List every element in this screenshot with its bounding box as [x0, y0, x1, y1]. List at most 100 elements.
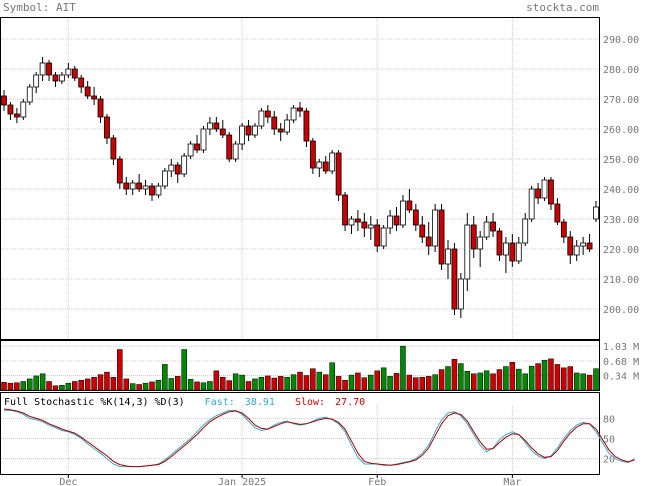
candle-body: [573, 245, 580, 256]
stochastic-lines: [3, 408, 635, 468]
stochastic-tick-label: 80: [603, 414, 615, 425]
candle-body: [271, 116, 278, 130]
candle-body: [207, 122, 213, 130]
volume-bar: [432, 374, 438, 391]
candle-body: [541, 179, 548, 199]
candle-body: [200, 128, 207, 151]
candle-body: [367, 224, 374, 229]
volume-axis: 1.03 M 0.68 M 0.34 M: [603, 342, 639, 382]
candle-body: [232, 143, 239, 160]
volume-bar: [72, 381, 78, 391]
volume-bar: [245, 381, 252, 391]
volume-bar: [84, 378, 91, 391]
slow-value: 27.70: [335, 397, 365, 408]
price-axis: 290.00 280.00 270.00 260.00 250.00 240.00 230.…: [603, 35, 639, 316]
stochastic-axis: 80 50 20: [603, 414, 615, 465]
volume-bar: [548, 358, 554, 391]
candle-body: [464, 224, 471, 280]
volume-bar: [573, 372, 580, 391]
candle-body: [52, 74, 59, 82]
price-tick-label: 280.00: [603, 65, 639, 76]
volume-bar: [162, 364, 168, 391]
candle-body: [438, 209, 445, 265]
candle-body: [65, 68, 72, 76]
candle-body: [445, 248, 451, 265]
candle-body: [174, 164, 181, 175]
volume-bar: [129, 383, 136, 391]
volume-bar: [104, 371, 110, 391]
volume-bar: [580, 373, 586, 391]
candle-body: [123, 182, 130, 190]
candle-body: [252, 125, 258, 136]
volume-bar: [355, 372, 361, 391]
volume-bar: [232, 373, 239, 391]
candle-body: [78, 77, 85, 88]
volume-bar: [7, 382, 14, 391]
volume-bar: [413, 377, 419, 391]
volume-bar: [155, 379, 162, 391]
volume-bar: [522, 373, 528, 391]
volume-bar: [290, 374, 297, 391]
volume-bar: [374, 370, 380, 391]
volume-bar: [586, 374, 593, 391]
candle-body: [425, 236, 432, 247]
stochastic-grid: [1, 405, 599, 472]
candle-body: [142, 185, 149, 190]
candle-body: [7, 104, 14, 115]
site-label: stockta.com: [526, 1, 599, 14]
volume-bar: [123, 378, 130, 391]
stochastic-tick-label: 20: [603, 455, 615, 466]
candle-body: [348, 218, 355, 226]
candle-body: [187, 143, 194, 157]
candle-body: [46, 62, 52, 76]
candle-body: [515, 242, 522, 262]
volume-bar: [220, 376, 226, 391]
volume-bar: [239, 374, 245, 391]
volume-bar: [39, 373, 46, 391]
candle-body: [1, 95, 7, 106]
volume-bars: [1, 345, 599, 391]
candle-body: [580, 242, 587, 247]
candle-body: [258, 110, 265, 127]
candle-body: [303, 110, 310, 142]
volume-bar: [1, 382, 7, 391]
symbol-label: Symbol: AIT: [3, 1, 76, 14]
candle-body: [503, 242, 509, 256]
price-tick-label: 250.00: [603, 155, 639, 166]
volume-bar: [258, 376, 265, 391]
stochastic-fast-line: [4, 409, 635, 468]
candle-body: [400, 200, 406, 226]
candle-body: [226, 134, 233, 160]
volume-bar: [59, 385, 65, 391]
candle-body: [161, 170, 168, 187]
volume-bar: [303, 375, 310, 391]
volume-tick-label: 0.68 M: [603, 357, 639, 368]
candle-body: [277, 128, 284, 133]
candle-body: [104, 116, 110, 139]
candle-body: [406, 200, 413, 211]
volume-bar: [419, 376, 426, 391]
volume-bar: [503, 366, 509, 391]
price-tick-label: 240.00: [603, 185, 639, 196]
volume-bar: [593, 368, 599, 391]
volume-bar: [97, 374, 104, 391]
volume-bar: [297, 371, 303, 391]
candle-body: [387, 215, 393, 229]
candle-body: [374, 224, 381, 247]
price-tick-label: 230.00: [603, 215, 639, 226]
price-tick-label: 200.00: [603, 305, 639, 316]
volume-bar: [187, 379, 194, 391]
volume-bar: [284, 376, 290, 391]
candle-body: [322, 161, 329, 172]
volume-bar: [361, 377, 368, 391]
volume-bar: [316, 371, 323, 391]
volume-bar: [181, 349, 187, 391]
candle-body: [97, 98, 104, 118]
x-tick-label: Feb: [368, 477, 386, 486]
volume-bar: [78, 379, 84, 391]
candle-body: [59, 74, 65, 82]
volume-bar: [322, 374, 329, 391]
volume-bar: [20, 381, 27, 391]
candle-body: [20, 101, 27, 118]
volume-bar: [561, 367, 567, 391]
